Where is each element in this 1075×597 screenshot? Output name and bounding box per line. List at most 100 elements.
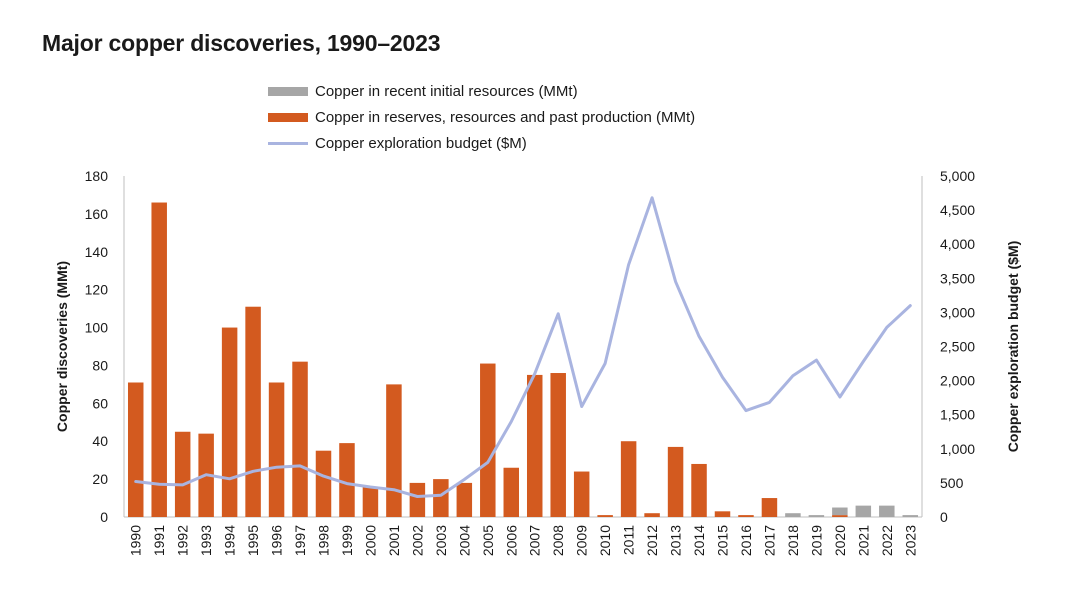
x-tick-label: 2008 bbox=[550, 525, 566, 556]
x-tick-label: 1997 bbox=[292, 525, 308, 556]
legend-label: Copper in reserves, resources and past p… bbox=[315, 108, 696, 126]
budget-line bbox=[134, 196, 912, 498]
chart-title: Major copper discoveries, 1990–2023 bbox=[42, 30, 441, 56]
x-tick-label: 2005 bbox=[480, 525, 496, 556]
y2-tick-label: 4,500 bbox=[940, 202, 975, 218]
y2-tick-label: 2,000 bbox=[940, 373, 975, 389]
x-tick-label: 2011 bbox=[621, 525, 637, 555]
bar-initial-resources bbox=[785, 513, 801, 517]
bar-reserves bbox=[151, 202, 167, 517]
bar-reserves bbox=[550, 373, 566, 517]
y-tick-label: 160 bbox=[85, 206, 109, 222]
x-tick-label: 2014 bbox=[691, 525, 707, 556]
x-tick-label: 1995 bbox=[245, 525, 261, 556]
legend-label: Copper in recent initial resources (MMt) bbox=[315, 82, 578, 100]
x-tick-label: 2017 bbox=[761, 525, 777, 556]
y-tick-label: 140 bbox=[85, 244, 109, 260]
x-tick-label: 2006 bbox=[503, 525, 519, 556]
x-tick-label: 2001 bbox=[386, 525, 402, 556]
bar-reserves bbox=[433, 479, 449, 517]
bar-reserves bbox=[292, 361, 308, 517]
legend-item-budget: Copper exploration budget ($M) bbox=[268, 130, 695, 156]
y2-tick-label: 4,000 bbox=[940, 236, 975, 252]
x-tick-label: 2012 bbox=[644, 525, 660, 556]
bar-reserves bbox=[268, 382, 285, 517]
bar-reserves bbox=[691, 463, 707, 517]
x-tick-label: 1990 bbox=[128, 525, 144, 556]
bar-initial-resources bbox=[902, 515, 919, 517]
y-tick-label: 120 bbox=[85, 282, 109, 298]
bar-initial-resources bbox=[855, 505, 872, 517]
legend-swatch-orange bbox=[268, 112, 308, 122]
y2-tick-label: 500 bbox=[940, 475, 964, 491]
x-tick-label: 1991 bbox=[151, 525, 167, 556]
x-tick-label: 2004 bbox=[456, 525, 472, 556]
y2-tick-label: 1,500 bbox=[940, 407, 975, 423]
x-tick-label: 2020 bbox=[832, 525, 848, 556]
y2-tick-label: 2,500 bbox=[940, 339, 975, 355]
bar-reserves bbox=[409, 482, 426, 517]
y-tick-label: 80 bbox=[92, 357, 108, 373]
y-tick-label: 180 bbox=[85, 168, 109, 184]
legend-item-initial-resources: Copper in recent initial resources (MMt) bbox=[268, 78, 695, 104]
bar-reserves bbox=[127, 382, 144, 517]
x-tick-label: 1996 bbox=[269, 525, 285, 556]
bar-reserves bbox=[832, 515, 848, 517]
bar-initial-resources bbox=[832, 507, 848, 516]
legend-swatch-line bbox=[268, 141, 308, 145]
x-tick-label: 2016 bbox=[738, 525, 754, 556]
bar-initial-resources bbox=[879, 505, 895, 517]
y2-tick-label: 3,000 bbox=[940, 304, 975, 320]
bar-reserves bbox=[597, 515, 613, 517]
y-axis-title: Copper discoveries (MMt) bbox=[54, 261, 70, 432]
bar-reserves bbox=[620, 441, 637, 517]
x-tick-label: 2018 bbox=[785, 525, 801, 556]
x-tick-label: 2015 bbox=[715, 525, 731, 556]
x-tick-label: 1994 bbox=[222, 525, 238, 556]
legend-item-reserves: Copper in reserves, resources and past p… bbox=[268, 104, 695, 130]
y-tick-label: 100 bbox=[85, 320, 109, 336]
x-tick-label: 2022 bbox=[879, 525, 895, 556]
y-tick-label: 0 bbox=[100, 509, 108, 525]
bar-reserves bbox=[714, 511, 731, 517]
bar-initial-resources bbox=[808, 515, 825, 517]
y-tick-label: 20 bbox=[92, 471, 108, 487]
bar-reserves bbox=[174, 431, 191, 517]
x-tick-label: 1998 bbox=[316, 525, 332, 556]
bar-reserves bbox=[339, 443, 355, 517]
bar-reserves bbox=[667, 446, 684, 517]
bar-reserves bbox=[245, 306, 261, 517]
bar-reserves bbox=[386, 384, 402, 517]
bar-reserves bbox=[573, 471, 590, 517]
bar-reserves bbox=[221, 327, 238, 517]
x-tick-label: 2000 bbox=[362, 525, 378, 556]
x-tick-label: 2010 bbox=[597, 525, 613, 556]
bar-reserves bbox=[761, 498, 778, 517]
bar-reserves bbox=[480, 363, 496, 517]
x-tick-label: 2023 bbox=[902, 525, 918, 556]
bar-reserves bbox=[362, 486, 379, 517]
x-tick-label: 1993 bbox=[198, 525, 214, 556]
y2-tick-label: 3,500 bbox=[940, 270, 975, 286]
bar-reserves bbox=[503, 467, 520, 517]
bar-reserves bbox=[738, 515, 754, 517]
y2-tick-label: 1,000 bbox=[940, 441, 975, 457]
legend-label: Copper exploration budget ($M) bbox=[315, 134, 527, 152]
bar-reserves bbox=[644, 513, 660, 517]
y-tick-label: 60 bbox=[92, 395, 108, 411]
x-tick-label: 2013 bbox=[668, 525, 684, 556]
y2-tick-label: 0 bbox=[940, 509, 948, 525]
x-tick-label: 1999 bbox=[339, 525, 355, 556]
legend-swatch-gray bbox=[268, 86, 308, 96]
legend: Copper in recent initial resources (MMt)… bbox=[268, 78, 695, 156]
bar-reserves bbox=[315, 450, 332, 517]
x-tick-label: 1992 bbox=[175, 525, 191, 556]
x-tick-label: 2007 bbox=[527, 525, 543, 556]
bar-reserves bbox=[456, 482, 473, 517]
y2-tick-label: 5,000 bbox=[940, 168, 975, 184]
x-tick-label: 2002 bbox=[409, 525, 425, 556]
y-tick-label: 40 bbox=[92, 433, 108, 449]
x-tick-label: 2003 bbox=[433, 525, 449, 556]
bar-reserves bbox=[526, 374, 543, 517]
